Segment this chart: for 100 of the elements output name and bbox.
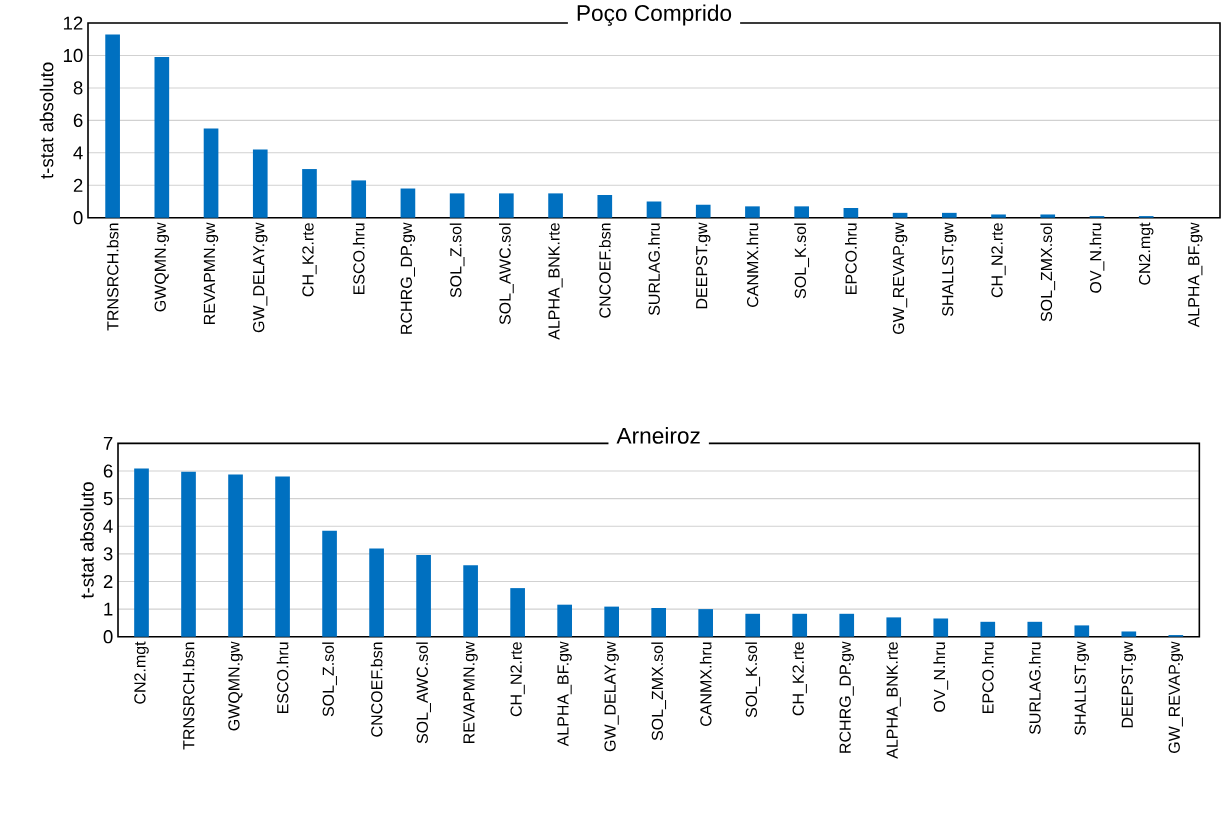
bar: [698, 609, 714, 637]
bar: [1121, 631, 1137, 637]
bar: [228, 474, 243, 637]
bar: [548, 193, 563, 218]
x-tick-label: SOL_K.sol: [794, 223, 810, 299]
x-tick-label: CH_N2.rte: [510, 642, 525, 717]
x-tick-label: RCHRG_DP.gw: [400, 222, 416, 334]
y-tick-label: 2: [73, 178, 83, 192]
bar: [991, 214, 1006, 218]
x-tick-label: SURLAG.hru: [1028, 642, 1041, 735]
y-tick-label: 0: [73, 211, 83, 225]
y-tick-label: 4: [73, 146, 83, 160]
x-tick-label: SHALLST.gw: [942, 222, 957, 317]
x-tick-label: SHALLST.gw: [1074, 641, 1090, 736]
bar: [745, 613, 761, 637]
x-tick-label: OV_N.hru: [1089, 223, 1105, 293]
y-tick-label: 0: [103, 630, 113, 644]
bar: [416, 555, 431, 637]
x-tick-label: CH_K2.rte: [302, 223, 317, 297]
bar: [886, 617, 902, 637]
bar: [843, 208, 859, 218]
x-tick-label: ALPHA_BNK.rte: [886, 642, 901, 759]
bar: [980, 621, 996, 637]
x-tick-label: CANMX.hru: [746, 223, 759, 308]
bar: [302, 169, 317, 218]
x-tick-label: CANMX.hru: [699, 642, 712, 727]
x-tick-label: TRNSRCH.bsn: [106, 223, 119, 331]
y-tick-label: 4: [103, 519, 113, 533]
bar: [252, 149, 268, 218]
x-tick-label: CH_K2.rte: [792, 642, 807, 716]
x-tick-label: CN2.mgt: [134, 641, 149, 704]
x-tick-label: SURLAG.hru: [648, 223, 660, 316]
x-tick-label: GWQMN.gw: [154, 222, 170, 312]
bar: [646, 201, 662, 218]
x-tick-label: DEEPST.gw: [1121, 641, 1137, 728]
y-tick-label: 2: [103, 575, 113, 589]
x-tick-label: CNCOEF.bsn: [370, 642, 383, 737]
x-tick-label: RCHRG_DP.gw: [839, 641, 854, 753]
bar: [651, 608, 667, 637]
y-tick-label: 6: [73, 113, 83, 128]
bar: [369, 548, 384, 637]
x-tick-label: EPCO.hru: [845, 223, 857, 295]
x-tick-label: CNCOEF.bsn: [598, 223, 611, 318]
bar: [499, 193, 514, 218]
bar: [134, 468, 149, 637]
x-tick-label: SOL_ZMX.sol: [1040, 223, 1056, 322]
bar: [794, 206, 809, 218]
x-tick-label: SOL_Z.sol: [322, 642, 337, 717]
x-tick-label: ALPHA_BF.gw: [557, 641, 572, 747]
x-tick-label: EPCO.hru: [981, 642, 994, 714]
x-tick-label: ESCO.hru: [352, 223, 365, 295]
bar: [597, 195, 613, 218]
y-tick-label: 8: [73, 81, 83, 95]
bar: [695, 204, 711, 218]
chart-title: Arneiroz: [616, 427, 700, 444]
bar: [322, 530, 337, 637]
bar: [275, 476, 290, 637]
bar: [1027, 621, 1043, 637]
bar: [181, 471, 196, 637]
x-tick-label: REVAPMN.gw: [463, 641, 478, 744]
y-tick-label: 7: [103, 437, 113, 450]
chart-title: Poço Comprido: [577, 4, 732, 26]
bar: [351, 180, 367, 218]
y-tick-label: 6: [103, 464, 113, 478]
x-tick-label: ALPHA_BNK.rte: [548, 223, 563, 340]
x-tick-label: SOL_ZMX.sol: [651, 642, 667, 741]
bar: [557, 604, 572, 637]
bar: [792, 613, 808, 637]
x-tick-label: GWQMN.gw: [228, 641, 243, 731]
x-tick-label: GW_REVAP.gw: [892, 222, 908, 335]
bar: [449, 193, 465, 218]
bar: [604, 606, 619, 637]
x-tick-label: OV_N.hru: [933, 642, 949, 712]
bar: [745, 206, 760, 218]
bar: [203, 128, 219, 218]
x-tick-label: GW_REVAP.gw: [1168, 641, 1184, 754]
x-tick-label: REVAPMN.gw: [203, 222, 219, 325]
bar: [941, 212, 957, 218]
x-tick-label: SOL_K.sol: [745, 642, 761, 718]
y-tick-label: 12: [63, 16, 83, 30]
x-tick-label: CH_N2.rte: [991, 223, 1006, 298]
x-tick-label: SOL_AWC.sol: [498, 223, 514, 325]
x-tick-label: TRNSRCH.bsn: [182, 642, 195, 750]
x-tick-label: SOL_Z.sol: [449, 223, 465, 298]
x-tick-label: GW_DELAY.gw: [253, 222, 268, 333]
y-tick-label: 3: [103, 547, 113, 561]
y-axis-title: t-stat absoluto: [80, 482, 94, 599]
bar: [400, 188, 416, 218]
y-tick-label: 5: [103, 492, 113, 506]
bar: [1040, 214, 1056, 218]
x-tick-label: CN2.mgt: [1138, 222, 1154, 285]
bar: [105, 34, 120, 218]
y-tick-label: 1: [104, 602, 113, 616]
x-tick-label: SOL_AWC.sol: [416, 642, 431, 744]
bar: [463, 565, 478, 637]
y-tick-label: 10: [63, 49, 83, 63]
bar: [510, 588, 525, 637]
x-tick-label: DEEPST.gw: [695, 222, 711, 309]
bar: [933, 618, 949, 637]
bar: [892, 212, 908, 218]
